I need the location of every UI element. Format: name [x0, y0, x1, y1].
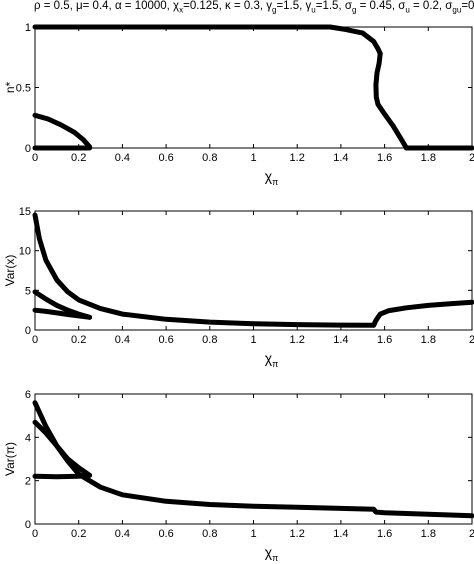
x-tick-label: 2	[469, 528, 474, 540]
x-tick-label: 1.2	[290, 528, 305, 540]
x-tick-label: 1	[250, 152, 256, 164]
y-tick-label: 0	[25, 519, 31, 531]
data-series-2	[32, 419, 93, 478]
data-series-0	[32, 212, 377, 328]
x-tick-label: 1.2	[290, 152, 305, 164]
title-subscript: g	[271, 5, 277, 15]
y-tick-label: 4	[25, 432, 31, 444]
parameter-title: ρ = 0.5, μ= 0.4, α = 10000, χx=0.125, κ …	[34, 0, 474, 18]
x-tick-label: 0.6	[158, 334, 173, 346]
x-tick-label: 0.8	[202, 334, 217, 346]
x-tick-label: 0.4	[115, 334, 130, 346]
y-axis-label: n*	[3, 81, 17, 93]
data-series-3	[32, 472, 93, 480]
y-tick-label: 0	[25, 325, 31, 337]
x-tick-label: 1.6	[377, 528, 392, 540]
x-axis-label-subscript: π	[272, 177, 278, 187]
x-tick-label: 2	[469, 334, 474, 346]
axes-frame	[34, 26, 473, 149]
panel-var-pi: 0 0.2 0.4 0.6 0.8 1 1.2 1.4 1.6 1.8 2 0 2 4 6 χπ Var(π)	[3, 389, 474, 563]
x-tick-label: 1.8	[421, 334, 436, 346]
y-tick-label: 0.5	[16, 83, 31, 95]
x-axis-label-main: χ	[265, 350, 273, 366]
y-tick-label: 10	[19, 246, 31, 258]
data-series-1	[371, 506, 474, 519]
title-text: =0	[461, 0, 474, 12]
y-tick-label: 1	[25, 22, 31, 34]
x-tick-label: 0	[32, 334, 38, 346]
title-subscript: x	[179, 5, 184, 15]
y-tick-label: 2	[25, 476, 31, 488]
x-tick-label: 1.2	[290, 334, 305, 346]
x-tick-label: 1	[250, 334, 256, 346]
title-text: =0.125, κ = 0.3, γ	[183, 0, 272, 12]
title-subscript: u	[311, 5, 316, 15]
y-axis-label: Var(x)	[3, 255, 17, 287]
x-tick-label: 0.6	[158, 528, 173, 540]
x-tick-label: 1.6	[377, 152, 392, 164]
y-axis-label: Var(π)	[3, 442, 17, 476]
x-axis-label: χπ	[265, 544, 279, 563]
x-tick-label: 1.4	[333, 152, 348, 164]
title-text: = 0.45, σ	[356, 0, 406, 12]
title-text: = 0.2, σ	[409, 0, 453, 12]
y-tick-label: 0	[25, 143, 31, 155]
axes-frame	[34, 210, 473, 331]
x-tick-label: 0.4	[115, 528, 130, 540]
x-tick-label: 0.2	[71, 334, 86, 346]
title-subscript: u	[405, 5, 410, 15]
x-tick-label: 1.8	[421, 528, 436, 540]
x-tick-label: 2	[469, 152, 474, 164]
x-tick-label: 0.8	[202, 528, 217, 540]
data-series-3	[32, 307, 93, 320]
title-text: =1.5, σ	[315, 0, 352, 12]
x-tick-label: 0.2	[71, 528, 86, 540]
x-tick-label: 0.4	[115, 152, 130, 164]
data-series-1	[373, 51, 409, 151]
y-tick-label: 15	[19, 206, 31, 218]
title-text: ρ = 0.5, μ= 0.4, α = 10000, χ	[34, 0, 180, 12]
data-series-1	[371, 299, 474, 328]
x-tick-label: 1.4	[333, 528, 348, 540]
x-tick-label: 0	[32, 152, 38, 164]
panel-var-x: 0 0.2 0.4 0.6 0.8 1 1.2 1.4 1.6 1.8 2 0 5 10 15 χπ Var(x…	[3, 206, 474, 369]
x-axis-label-subscript: π	[272, 553, 278, 563]
x-tick-label: 1.8	[421, 152, 436, 164]
x-axis-label-main: χ	[265, 544, 273, 560]
x-axis-label: χπ	[265, 168, 279, 187]
data-series-0	[32, 400, 377, 512]
x-tick-label: 0.8	[202, 152, 217, 164]
x-axis-label: χπ	[265, 350, 279, 369]
x-tick-label: 0	[32, 528, 38, 540]
x-tick-label: 1	[250, 528, 256, 540]
data-series-0	[32, 24, 383, 57]
x-tick-label: 0.2	[71, 152, 86, 164]
y-tick-label: 5	[25, 285, 31, 297]
data-series-3	[32, 112, 93, 150]
x-tick-label: 1.6	[377, 334, 392, 346]
title-subscript: g	[351, 5, 357, 15]
x-axis-label-main: χ	[265, 168, 273, 184]
title-text: =1.5, γ	[276, 0, 312, 12]
x-tick-label: 1.4	[333, 334, 348, 346]
y-tick-label: 6	[25, 389, 31, 401]
title-subscript: gu	[452, 5, 462, 15]
x-tick-label: 0.6	[158, 152, 173, 164]
x-axis-label-subscript: π	[272, 359, 278, 369]
